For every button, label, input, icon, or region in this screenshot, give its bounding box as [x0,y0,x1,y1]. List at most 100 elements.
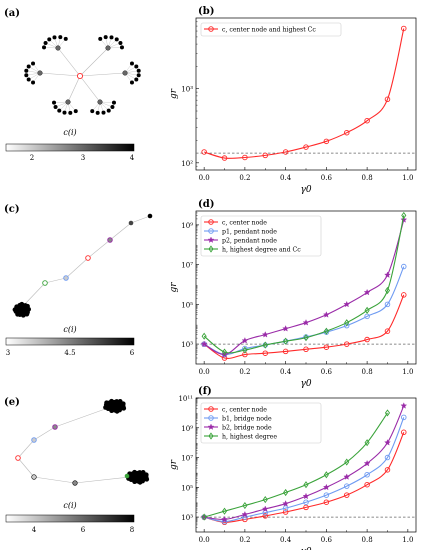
network-hub-node [97,99,103,105]
legend-label: b1, bridge node [222,416,272,423]
x-axis-label: γ0 [300,379,311,389]
legend-label: p2, pendant node [222,238,277,245]
legend-label: c, center node and highest Cc [222,27,316,34]
data-point [242,501,248,510]
x-tick-label: 0.8 [362,174,373,182]
data-point [401,429,407,436]
colorbar-e-label: c(i) [63,501,76,510]
data-point [384,271,391,278]
data-point [323,344,330,350]
network-leaf-node [136,73,141,78]
data-point [302,319,310,326]
network-cluster-node [15,311,20,317]
legend-label: h, highest degree [222,434,277,441]
data-point [242,154,248,161]
data-point [201,332,207,340]
colorbar-c-tick-1: 4.5 [64,349,75,357]
network-cluster-node [117,399,123,404]
panel-label-e: (e) [4,397,20,408]
colorbar-a-tick-0: 2 [30,154,34,162]
data-point [303,346,309,353]
network-leaf-node [52,100,57,105]
data-point [364,336,370,343]
x-tick-label: 0.2 [239,536,250,544]
network-center-node [15,455,21,461]
network-leaf-node [109,35,114,40]
data-point [262,350,269,356]
y-tick-label: 10⁹ [181,222,193,230]
x-axis-label: γ0 [300,185,311,195]
network-edge [79,75,101,103]
series-line [203,266,405,356]
series-line [204,432,405,523]
panel-label-a: (a) [4,8,20,19]
data-point [384,286,391,295]
data-point [363,459,371,467]
x-tick-label: 0.4 [280,536,292,544]
network-leaf-node [95,110,100,115]
colorbar-e-tick-0: 4 [32,526,37,534]
colorbar-a-tick-2: 4 [130,154,135,162]
chart-d: (d) 0.0 0.2 0.4 0.6 0.8 1.0 γ0 10³ 10⁵ 10⁷ 10⁹ gr c, … [169,199,417,389]
data-point [282,509,289,515]
network-pendant-node [107,237,113,243]
data-point [283,488,289,497]
data-point [401,292,407,298]
data-point [323,471,329,479]
y-axis-label: gr [169,459,179,470]
data-point [344,319,350,327]
data-point [364,439,370,447]
data-point [221,155,228,161]
legend-box [200,22,342,37]
x-tick-label: 0.8 [362,536,373,544]
data-point [208,228,214,234]
data-point [401,211,407,219]
y-tick-label: 10⁷ [181,262,193,270]
network-hub-node [105,45,111,51]
data-point [208,415,214,421]
network-edge [130,215,151,224]
legend-label: c, center node [222,220,267,227]
legend-label: c, center node [222,407,267,414]
data-point [401,25,407,32]
network-leaf-node [90,109,95,114]
x-tick-label: 0.6 [321,536,333,544]
colorbar-c-bar [5,337,135,346]
y-tick-label: 10⁹ [181,425,193,433]
y-axis-label: gr [169,88,179,99]
network-leaf-node [114,37,119,42]
data-point [400,402,408,409]
network-leaf-node [98,36,103,41]
panel-label: (d) [198,199,214,210]
network-c [12,213,153,318]
data-point [262,152,269,159]
data-point [221,507,228,515]
network-leaf-node [58,35,63,40]
network-cluster-node [137,470,143,475]
network-leaf-node [118,40,123,45]
network-bridge-node [52,424,58,430]
network-edge [109,222,132,241]
x-tick-label: 0.6 [321,368,333,376]
x-tick-label: 0.4 [280,368,292,376]
network-edge [33,426,56,441]
network-leaf-node [24,73,29,78]
data-point [343,492,350,498]
data-point [221,515,228,523]
network-cluster-node [19,301,25,307]
data-point [303,481,309,489]
series-line [203,215,405,354]
network-hub-node [37,70,43,76]
data-point [261,331,269,338]
data-point [303,144,309,150]
colorbar-a-tick-1: 3 [81,154,85,162]
data-point [282,348,289,355]
network-leaf-node [62,110,67,115]
network-node [72,480,78,486]
legend-label: h, highest degree and Cc [222,247,301,254]
network-leaf-node [134,77,139,82]
data-point [384,328,391,334]
network-leaf-node [26,77,31,82]
network-leaf-node [106,108,111,113]
